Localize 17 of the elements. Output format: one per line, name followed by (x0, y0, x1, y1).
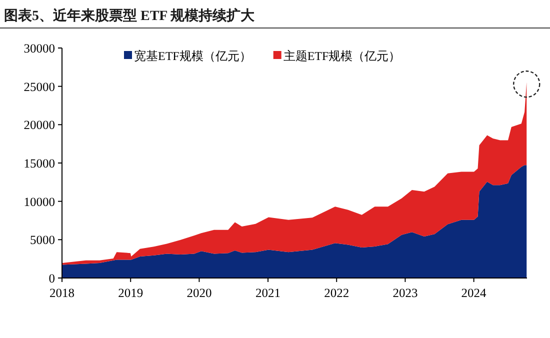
y-tick-label: 25000 (24, 80, 55, 94)
y-tick-label: 30000 (24, 42, 55, 56)
x-tick-label: 2023 (392, 286, 418, 300)
x-tick-label: 2018 (50, 286, 74, 300)
y-tick-label: 20000 (24, 118, 55, 132)
x-tick-label: 2019 (118, 286, 144, 300)
x-tick-label: 2021 (256, 286, 280, 300)
x-tick-label: 2020 (186, 286, 212, 300)
legend-item: 主题ETF规模（亿元） (273, 49, 401, 63)
x-tick-label: 2024 (461, 286, 488, 300)
y-tick-label: 5000 (30, 233, 55, 248)
y-tick-label: 10000 (24, 194, 55, 209)
chart-title: 图表5、近年来股票型 ETF 规模持续扩大 (4, 7, 256, 24)
x-tick-label: 2022 (324, 286, 350, 300)
legend-item: 宽基ETF规模（亿元） (124, 49, 252, 63)
y-tick-label: 15000 (24, 156, 55, 170)
y-tick-label: 0 (48, 272, 55, 286)
